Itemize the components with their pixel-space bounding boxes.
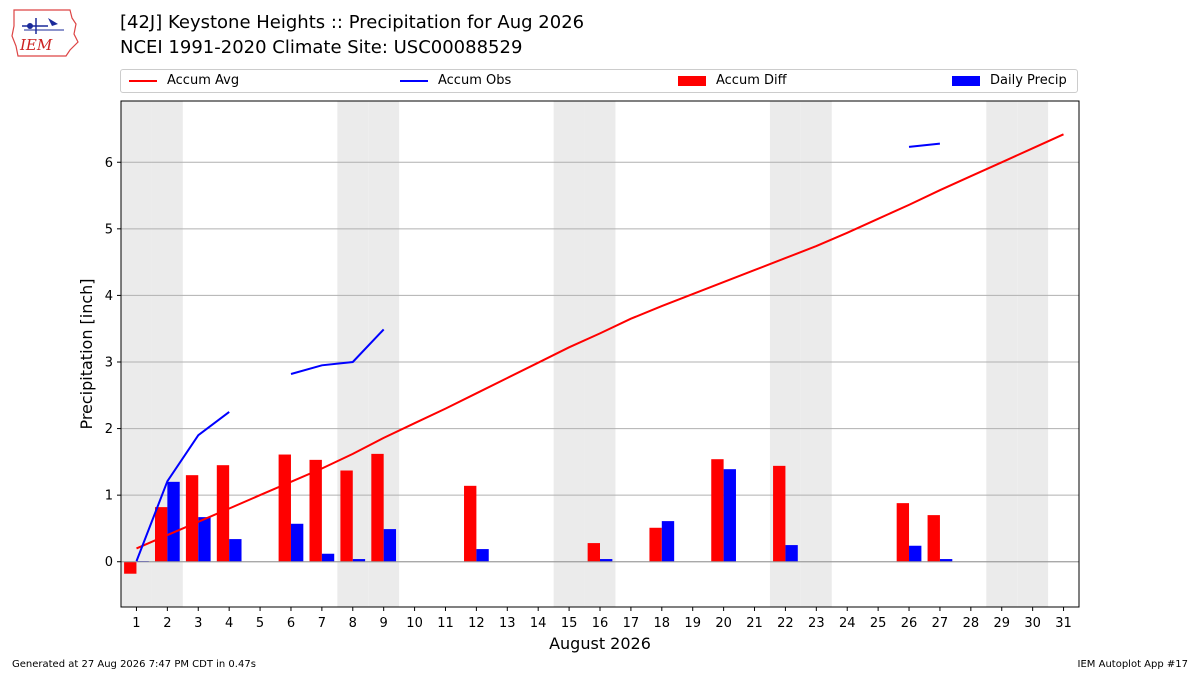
legend-item-accum-avg: Accum Avg xyxy=(129,73,239,88)
x-tick-label: 20 xyxy=(715,616,732,631)
accum-diff-bar xyxy=(773,465,786,562)
accum-diff-bar xyxy=(216,465,230,562)
accum-obs-line xyxy=(290,328,385,375)
accum-diff-bar xyxy=(309,459,322,562)
x-tick-label: 11 xyxy=(437,616,454,631)
x-tick-label: 7 xyxy=(318,616,326,631)
svg-text:IEM: IEM xyxy=(19,36,53,54)
x-tick-label: 22 xyxy=(777,616,794,631)
x-tick-label: 4 xyxy=(225,616,233,631)
weekend-shade xyxy=(1017,101,1049,607)
daily-precip-bar xyxy=(661,521,675,562)
daily-precip-bar xyxy=(909,545,922,562)
x-tick-label: 9 xyxy=(380,616,388,631)
weekend-shade xyxy=(986,101,1018,607)
weekend-shade xyxy=(800,101,832,607)
daily-precip-bar xyxy=(167,481,180,562)
x-tick-label: 6 xyxy=(287,616,295,631)
legend-swatch xyxy=(952,75,980,86)
legend-item-accum-obs: Accum Obs xyxy=(400,73,511,88)
x-tick-label: 18 xyxy=(654,616,671,631)
x-tick-label: 27 xyxy=(932,616,949,631)
legend-swatch xyxy=(400,79,428,82)
accum-diff-bar xyxy=(278,454,291,562)
y-tick-label: 3 xyxy=(105,355,113,370)
legend-item-accum-diff: Accum Diff xyxy=(678,73,787,88)
x-tick-label: 23 xyxy=(808,616,825,631)
accum-diff-bar xyxy=(185,475,199,562)
x-tick-label: 17 xyxy=(623,616,640,631)
x-tick-label: 14 xyxy=(530,616,547,631)
x-tick-label: 29 xyxy=(993,616,1010,631)
app-credit: IEM Autoplot App #17 xyxy=(1077,659,1188,670)
accum-diff-bar xyxy=(340,470,353,562)
legend: Accum Avg Accum Obs Accum Diff Daily Pre… xyxy=(120,69,1078,93)
accum-diff-bar xyxy=(711,459,724,562)
y-axis-label: Precipitation [inch] xyxy=(77,278,96,429)
daily-precip-bar xyxy=(939,559,953,562)
y-tick-label: 4 xyxy=(105,289,113,304)
x-tick-label: 10 xyxy=(406,616,423,631)
accum-diff-bar xyxy=(587,543,600,562)
x-tick-label: 31 xyxy=(1055,616,1072,631)
x-tick-label: 25 xyxy=(870,616,887,631)
accum-diff-bar xyxy=(154,507,168,562)
accum-diff-bar xyxy=(896,503,910,562)
daily-precip-bar xyxy=(785,545,798,562)
iem-logo: IEM xyxy=(8,6,80,58)
x-tick-label: 12 xyxy=(468,616,485,631)
x-tick-label: 19 xyxy=(684,616,701,631)
daily-precip-bar xyxy=(352,559,366,562)
x-tick-label: 28 xyxy=(963,616,980,631)
x-tick-label: 15 xyxy=(561,616,578,631)
x-tick-label: 3 xyxy=(194,616,202,631)
daily-precip-bar xyxy=(600,559,613,562)
chart-title: [42J] Keystone Heights :: Precipitation … xyxy=(120,12,585,33)
x-tick-label: 8 xyxy=(349,616,357,631)
y-tick-label: 0 xyxy=(105,555,113,570)
accum-diff-bar xyxy=(464,485,477,562)
y-tick-label: 6 xyxy=(105,156,113,171)
x-tick-label: 16 xyxy=(592,616,609,631)
x-tick-label: 13 xyxy=(499,616,516,631)
y-tick-label: 5 xyxy=(105,222,113,237)
x-tick-label: 5 xyxy=(256,616,264,631)
chart-subtitle: NCEI 1991-2020 Climate Site: USC00088529 xyxy=(120,37,523,58)
legend-label: Accum Avg xyxy=(167,73,240,88)
accum-obs-line xyxy=(908,142,941,148)
accum-obs-line xyxy=(135,411,230,562)
x-tick-label: 2 xyxy=(163,616,171,631)
daily-precip-bar xyxy=(723,469,736,562)
x-tick-label: 21 xyxy=(746,616,763,631)
accum-diff-bar xyxy=(649,527,662,562)
legend-label: Accum Diff xyxy=(716,73,787,88)
x-axis-label: August 2026 xyxy=(549,634,651,653)
daily-precip-bar xyxy=(476,549,489,562)
accum-avg-line xyxy=(136,133,1064,550)
legend-item-daily-precip: Daily Precip xyxy=(952,73,1067,88)
x-tick-label: 24 xyxy=(839,616,856,631)
daily-precip-bar xyxy=(229,539,242,562)
x-tick-label: 1 xyxy=(132,616,140,631)
legend-label: Daily Precip xyxy=(990,73,1067,88)
weekend-shade xyxy=(553,101,585,607)
weekend-shade xyxy=(584,101,616,607)
y-tick-label: 1 xyxy=(105,489,113,504)
legend-swatch xyxy=(129,79,157,82)
daily-precip-bar xyxy=(290,523,304,562)
daily-precip-bar xyxy=(383,529,397,562)
accum-diff-bar xyxy=(371,453,384,562)
accum-diff-bar xyxy=(124,561,137,574)
legend-label: Accum Obs xyxy=(438,73,512,88)
accum-diff-bar xyxy=(927,515,940,562)
x-tick-label: 26 xyxy=(901,616,918,631)
daily-precip-bar xyxy=(321,553,335,562)
weekend-shade xyxy=(121,101,152,607)
daily-precip-bar xyxy=(198,517,211,562)
x-tick-label: 30 xyxy=(1024,616,1041,631)
y-tick-label: 2 xyxy=(105,422,113,437)
generated-timestamp: Generated at 27 Aug 2026 7:47 PM CDT in … xyxy=(12,659,256,670)
legend-swatch xyxy=(678,75,706,86)
